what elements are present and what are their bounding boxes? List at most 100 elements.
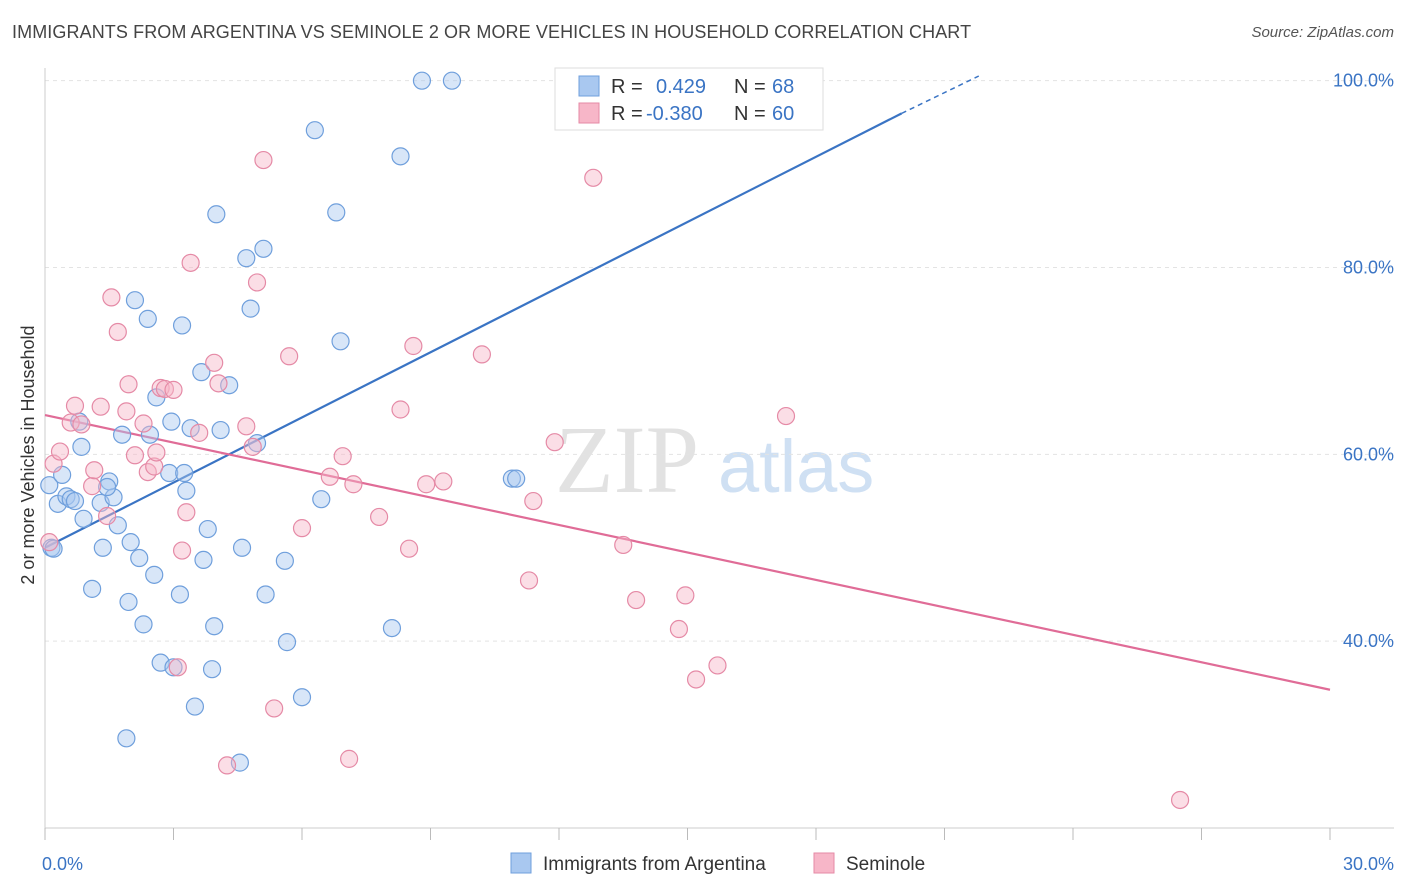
seminole-point [217, 756, 237, 775]
argentina-point [175, 463, 194, 483]
seminole-point [134, 414, 153, 433]
bottom-legend-label-seminole: Seminole [846, 854, 925, 875]
seminole-point [117, 402, 136, 421]
argentina-point [65, 491, 85, 511]
argentina-point [160, 463, 179, 483]
seminole-point [209, 374, 228, 393]
argentina-point [177, 481, 196, 500]
seminole-point [164, 380, 183, 399]
seminole-point [676, 586, 695, 605]
argentina-point [205, 617, 224, 636]
seminole-point [686, 670, 706, 689]
argentina-point [256, 585, 275, 604]
argentina-point [170, 585, 190, 604]
seminole-point [205, 353, 224, 372]
seminole-point [614, 535, 633, 555]
argentina-point [104, 488, 123, 507]
legend-n-label: N = [734, 103, 766, 125]
seminole-point [254, 150, 273, 170]
seminole-trend-line [44, 414, 1331, 691]
bottom-legend-label-argentina: Immigrants from Argentina [543, 854, 766, 875]
seminole-point [333, 447, 352, 466]
legend-n-label: N = [734, 76, 766, 98]
argentina-point [145, 565, 164, 584]
argentina-point [172, 316, 192, 335]
bottom-legend-swatch-argentina [510, 852, 532, 874]
argentina-point [194, 550, 213, 570]
argentina-point [119, 592, 138, 612]
seminole-point [1170, 790, 1190, 810]
chart-title: IMMIGRANTS FROM ARGENTINA VS SEMINOLE 2 … [12, 22, 972, 42]
seminole-point [391, 400, 410, 419]
seminole-point [417, 475, 436, 494]
seminole-point [344, 475, 363, 494]
seminole-point [265, 699, 284, 718]
argentina-point [112, 425, 132, 444]
argentina-point [93, 538, 112, 557]
y-tick-label: 80.0% [1343, 258, 1394, 278]
seminole-point [524, 491, 543, 511]
watermark-atlas: atlas [718, 425, 874, 508]
legend-r-label: R = [611, 76, 643, 98]
seminole-point [50, 442, 70, 461]
watermark-zip: ZIP [555, 406, 699, 513]
argentina-point [138, 309, 157, 328]
bottom-legend-swatch-seminole [813, 852, 835, 874]
y-tick-label: 100.0% [1333, 71, 1394, 91]
seminole-point [519, 571, 539, 590]
x-tick-label: 30.0% [1343, 854, 1394, 874]
seminole-point [237, 417, 256, 436]
seminole-point [399, 539, 419, 558]
seminole-point [190, 423, 209, 442]
legend-n-value: 60 [772, 103, 794, 125]
argentina-trend-line [44, 112, 903, 549]
argentina-point [237, 249, 256, 268]
argentina-point [121, 533, 140, 552]
argentina-point [162, 412, 181, 431]
argentina-point [305, 121, 324, 140]
argentina-point [275, 551, 294, 570]
argentina-point [207, 205, 226, 224]
grid-lines [45, 80, 1394, 642]
tick-labels: 100.0% 80.0% 60.0% 40.0% 0.0% 30.0% [42, 71, 1394, 874]
seminole-point [83, 477, 102, 496]
seminole-point [340, 749, 359, 768]
seminole-point [40, 533, 59, 552]
seminole-point [584, 168, 603, 187]
argentina-point [181, 419, 200, 438]
source-label: Source: ZipAtlas.com [1251, 24, 1394, 41]
legend-r-value: 0.429 [656, 76, 706, 98]
argentina-point [74, 509, 93, 528]
legend-n-value: 68 [772, 76, 794, 98]
argentina-point [98, 477, 117, 497]
argentina-point [331, 332, 350, 351]
seminole-point [91, 397, 110, 416]
argentina-point [507, 469, 526, 488]
seminole-point [145, 457, 164, 476]
argentina-point [391, 147, 410, 166]
correlation-legend: R = 0.429 N = 68 R = -0.380 N = 60 [554, 67, 824, 131]
argentina-point [117, 729, 136, 748]
seminole-point [125, 446, 145, 465]
axes [44, 68, 1394, 840]
seminole-point [247, 273, 267, 292]
argentina-point [292, 688, 312, 707]
argentina-point [382, 618, 402, 638]
argentina-trend-extension [901, 75, 980, 115]
seminole-point [370, 507, 389, 527]
argentina-point [83, 579, 102, 598]
legend-swatch-argentina [578, 75, 600, 97]
seminole-point [669, 619, 689, 639]
legend-r-value: -0.380 [646, 103, 703, 125]
argentina-point [134, 615, 153, 634]
argentina-point [327, 203, 346, 222]
trend-lines [44, 75, 1331, 691]
argentina-point [164, 658, 183, 677]
argentina-point [412, 71, 432, 90]
argentina-point [232, 538, 252, 557]
argentina-point [125, 291, 145, 310]
series-legend: Immigrants from Argentina Seminole [510, 852, 925, 875]
argentina-point [442, 71, 462, 90]
legend-r-label: R = [611, 103, 643, 125]
